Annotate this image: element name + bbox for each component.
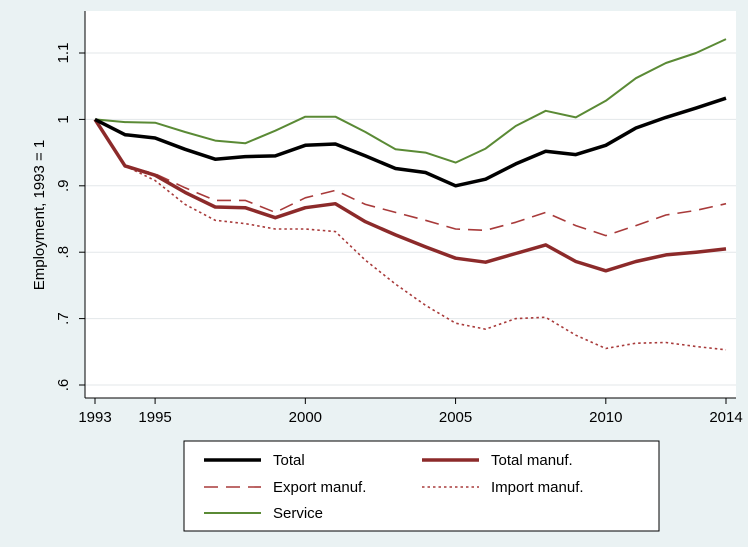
series-line-import-manuf <box>94 118 727 351</box>
legend: Total Total manuf. Export manuf. Import man… <box>204 452 584 522</box>
y-tick-label-2: .8 <box>55 246 72 259</box>
x-tick-label-3: 2005 <box>439 409 472 426</box>
x-tick-label-5: 2014 <box>709 409 742 426</box>
legend-label-export-manuf: Export manuf. <box>273 479 366 496</box>
series-line-total-manuf <box>93 118 727 273</box>
x-tick-label-1: 1995 <box>138 409 171 426</box>
series-line-total <box>94 96 727 188</box>
y-tick-label-3: .9 <box>55 180 72 193</box>
gridlines <box>85 52 736 386</box>
plot-area <box>85 11 736 398</box>
x-tick-label-4: 2010 <box>589 409 622 426</box>
axes: .6 .7 .8 .9 1 1.1 1993 1995 2000 2005 2010 2014 <box>55 11 743 426</box>
y-tick-label-1: .7 <box>55 312 72 325</box>
legend-label-total: Total <box>273 452 305 469</box>
series-lines <box>93 38 727 351</box>
legend-label-import-manuf: Import manuf. <box>491 479 584 496</box>
legend-label-service: Service <box>273 505 323 522</box>
series-line-service <box>94 38 727 164</box>
legend-box <box>183 440 660 532</box>
legend-label-total-manuf: Total manuf. <box>491 452 573 469</box>
y-tick-label-0: .6 <box>55 379 72 392</box>
x-tick-label-0: 1993 <box>78 409 111 426</box>
series-line-export-manuf <box>94 118 727 237</box>
y-axis-label: Employment, 1993 = 1 <box>31 140 48 291</box>
y-tick-label-5: 1.1 <box>55 43 72 64</box>
x-tick-label-2: 2000 <box>289 409 322 426</box>
y-tick-label-4: 1 <box>55 115 72 123</box>
